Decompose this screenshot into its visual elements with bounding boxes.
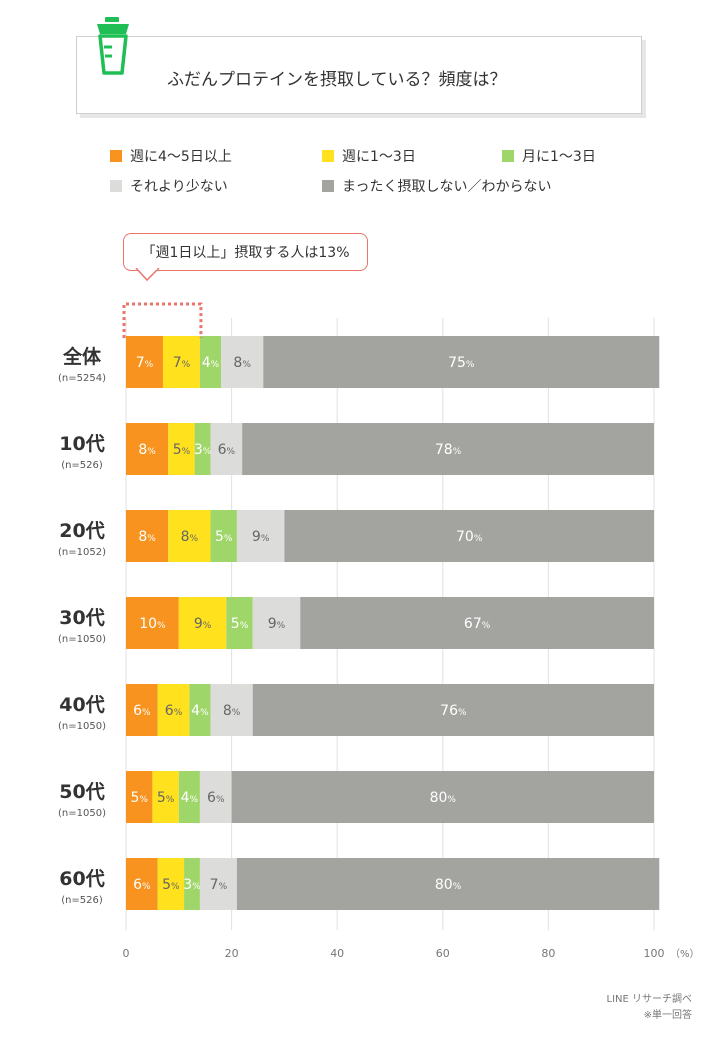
legend-label: まったく摂取しない／わからない (342, 179, 552, 195)
title-box: ふだんプロテインを摂取している？頻度は？ (76, 17, 642, 114)
legend-swatch (110, 150, 122, 162)
category-label: 30代 (59, 607, 104, 629)
bar-segment (242, 423, 654, 475)
bar-segment (126, 510, 169, 562)
bar-segment (199, 771, 232, 823)
legend-item: 週に1〜3日 (322, 146, 416, 166)
bar-segment (157, 858, 185, 910)
category-label: 全体 (62, 345, 102, 368)
bar-segment (126, 858, 158, 910)
legend-label: それより少ない (130, 179, 228, 195)
bar-segment (210, 423, 243, 475)
category-label: 50代 (59, 781, 104, 803)
legend-swatch (322, 180, 334, 192)
category-label: 20代 (59, 520, 104, 542)
bar-segment (236, 510, 285, 562)
bar-segment (263, 336, 660, 388)
shaker-cup-icon (97, 17, 129, 75)
sample-size-label: (n=5254) (58, 373, 106, 384)
sample-size-label: (n=1052) (58, 547, 106, 558)
legend-item: 月に1〜3日 (502, 146, 596, 166)
legend-item: まったく摂取しない／わからない (322, 176, 551, 196)
bar-segment (126, 597, 179, 649)
legend-item: 週に4〜5日以上 (110, 146, 232, 166)
bar-segment (178, 771, 200, 823)
bar-segment (126, 771, 153, 823)
bar-segment (194, 423, 211, 475)
bar-segment (284, 510, 654, 562)
x-tick-label: 40 (330, 947, 344, 960)
bar-segment (126, 423, 169, 475)
legend-label: 月に1〜3日 (522, 149, 596, 165)
sample-size-label: (n=526) (61, 895, 103, 906)
bar-segment (126, 684, 158, 736)
bar-segment (126, 336, 163, 388)
legend-label: 週に4〜5日以上 (130, 149, 232, 165)
x-tick-label: 80 (541, 947, 555, 960)
bar-segment (300, 597, 654, 649)
callout-tail (135, 268, 160, 282)
bar-segment (162, 336, 200, 388)
x-tick-label: 60 (436, 947, 450, 960)
page-title: ふだんプロテインを摂取している？頻度は？ (167, 70, 507, 90)
legend-item: それより少ない (110, 176, 228, 196)
bar-segment (236, 858, 660, 910)
bar-segment (252, 597, 301, 649)
bar-segment (199, 336, 222, 388)
legend-swatch (110, 180, 122, 192)
highlight-bracket (122, 302, 203, 338)
sample-size-label: (n=1050) (58, 808, 106, 819)
x-tick-label: 100 (644, 947, 665, 960)
bar-segment (210, 510, 237, 562)
sample-size-label: (n=1050) (58, 721, 106, 732)
bar-segment (157, 684, 190, 736)
bar-segment (168, 510, 211, 562)
legend-label: 週に1〜3日 (342, 149, 416, 165)
bar-segment (226, 597, 253, 649)
x-unit-label: （%） (670, 948, 700, 960)
x-tick-label: 20 (225, 947, 239, 960)
bar-segment (168, 423, 195, 475)
bar-segment (210, 684, 253, 736)
legend-swatch (502, 150, 514, 162)
bar-segment (178, 597, 227, 649)
legend: 週に4〜5日以上 週に1〜3日 月に1〜3日 それより少ない まったく摂取しない… (110, 146, 670, 202)
sample-size-label: (n=526) (61, 460, 103, 471)
category-label: 60代 (59, 868, 104, 890)
bar-segment (221, 336, 264, 388)
bar-segment (252, 684, 654, 736)
source-note: LINE リサーチ調べ (606, 994, 693, 1005)
answer-note: ※単一回答 (643, 1010, 692, 1021)
bar-segment (189, 684, 211, 736)
bar-segment (199, 858, 237, 910)
bar-segment (231, 771, 654, 823)
callout-bubble: 「週1日以上」摂取する人は13% (123, 233, 368, 271)
x-tick-label: 0 (123, 947, 130, 960)
category-label: 10代 (59, 433, 104, 455)
legend-swatch (322, 150, 334, 162)
bar-segment (152, 771, 179, 823)
sample-size-label: (n=1050) (58, 634, 106, 645)
category-label: 40代 (59, 694, 104, 716)
bar-segment (184, 858, 200, 910)
